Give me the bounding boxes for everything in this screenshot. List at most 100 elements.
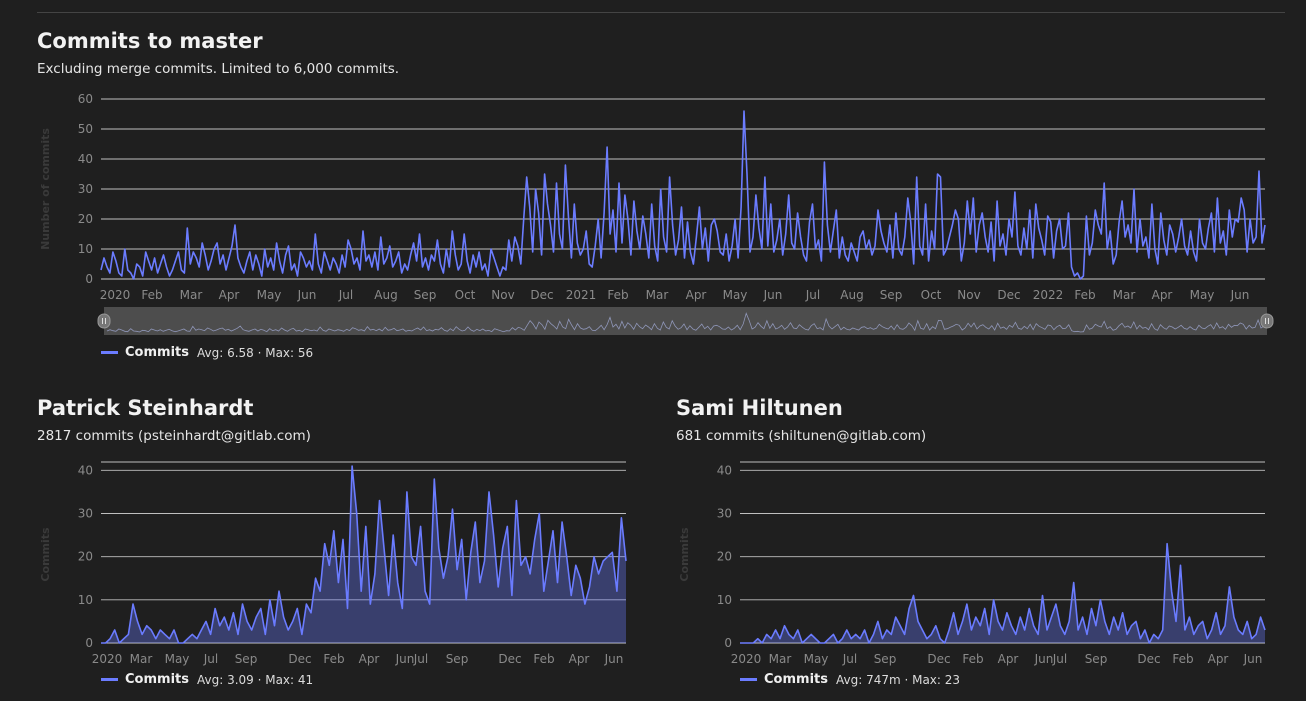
x-tick-label: Feb [607, 288, 628, 302]
x-tick-label: Apr [359, 652, 380, 666]
y-tick-label: 50 [78, 122, 93, 136]
x-tick-label: Mar [180, 288, 203, 302]
x-tick-label: May [804, 652, 829, 666]
x-tick-label: Nov [957, 288, 980, 302]
legend-stats: Avg: 3.09 · Max: 41 [196, 672, 314, 687]
top-divider [37, 12, 1285, 13]
series-area [101, 466, 626, 643]
x-tick-label: Dec [1137, 652, 1160, 666]
y-tick-label: 0 [724, 636, 732, 650]
x-tick-label: 2020 [100, 288, 131, 302]
legend-series-name: Commits [764, 672, 828, 687]
y-axis-title: Commits [678, 527, 691, 582]
series-line [101, 465, 627, 644]
handle-grip [1260, 313, 1274, 329]
x-tick-label: 2021 [566, 288, 597, 302]
x-tick-label: May [723, 288, 748, 302]
y-tick-label: 0 [85, 636, 93, 650]
x-tick-label: Apr [569, 652, 590, 666]
x-tick-label: Jul [805, 288, 820, 302]
x-tick-label: Jun [395, 652, 415, 666]
x-tick-label: Nov [491, 288, 514, 302]
series-area [740, 543, 1265, 643]
y-tick-label: 60 [78, 92, 93, 106]
x-tick-label: Dec [288, 652, 311, 666]
x-tick-label: Sep [414, 288, 437, 302]
x-tick-label: Feb [1074, 288, 1095, 302]
y-tick-label: 20 [78, 550, 93, 564]
contributor-legend[interactable]: Commits Avg: 3.09 · Max: 41 [101, 672, 313, 687]
y-tick-label: 40 [717, 463, 732, 477]
x-tick-label: Feb [1172, 652, 1193, 666]
x-tick-label: Jun [1230, 288, 1250, 302]
y-axis-title: Commits [39, 527, 52, 582]
navigator-handle[interactable] [1260, 313, 1274, 329]
contributor-name: Patrick Steinhardt [37, 396, 254, 420]
x-tick-label: Sep [880, 288, 903, 302]
series-line [100, 110, 1266, 280]
x-tick-label: Apr [1208, 652, 1229, 666]
x-tick-label: Feb [962, 652, 983, 666]
main-chart-subtitle: Excluding merge commits. Limited to 6,00… [37, 61, 400, 77]
x-tick-label: May [165, 652, 190, 666]
x-tick-label: May [1190, 288, 1215, 302]
y-tick-label: 30 [78, 506, 93, 520]
contributor-name: Sami Hiltunen [676, 396, 843, 420]
y-axis-title: Number of commits [39, 128, 52, 250]
x-tick-label: Mar [130, 652, 153, 666]
x-tick-label: Dec [997, 288, 1020, 302]
series-swatch [101, 351, 118, 354]
x-tick-label: Oct [455, 288, 476, 302]
x-tick-label: Apr [1152, 288, 1173, 302]
x-tick-label: Jul [1052, 652, 1067, 666]
x-tick-label: Feb [141, 288, 162, 302]
x-tick-label: Dec [530, 288, 553, 302]
x-tick-label: Dec [498, 652, 521, 666]
x-tick-label: Jun [1243, 652, 1263, 666]
x-tick-label: Jun [604, 652, 624, 666]
x-tick-label: Feb [323, 652, 344, 666]
x-tick-label: Mar [1113, 288, 1136, 302]
y-tick-label: 10 [717, 593, 732, 607]
x-tick-label: Apr [219, 288, 240, 302]
x-tick-label: Jul [203, 652, 218, 666]
x-tick-label: Apr [998, 652, 1019, 666]
x-tick-label: Jun [297, 288, 317, 302]
navigator-handle[interactable] [97, 313, 111, 329]
x-tick-label: Jul [413, 652, 428, 666]
x-tick-label: Sep [235, 652, 258, 666]
main-legend[interactable]: Commits Avg: 6.58 · Max: 56 [101, 345, 313, 360]
x-tick-label: Sep [1085, 652, 1108, 666]
x-tick-label: Sep [446, 652, 469, 666]
x-tick-label: Feb [533, 652, 554, 666]
x-tick-label: Dec [927, 652, 950, 666]
contributor-summary: 681 commits (shiltunen@gitlab.com) [676, 428, 927, 444]
x-tick-label: Sep [874, 652, 897, 666]
x-tick-label: May [257, 288, 282, 302]
y-tick-label: 20 [78, 212, 93, 226]
navigator-series [106, 312, 1265, 333]
x-tick-label: 2020 [731, 652, 762, 666]
x-tick-label: 2022 [1033, 288, 1064, 302]
y-tick-label: 10 [78, 242, 93, 256]
series-line [740, 542, 1266, 644]
series-swatch [101, 678, 118, 681]
y-tick-label: 40 [78, 152, 93, 166]
x-tick-label: Jul [338, 288, 353, 302]
y-tick-label: 30 [78, 182, 93, 196]
y-tick-label: 0 [85, 272, 93, 286]
series-swatch [740, 678, 757, 681]
y-tick-label: 30 [717, 506, 732, 520]
contributor-summary: 2817 commits (psteinhardt@gitlab.com) [37, 428, 311, 444]
main-chart-title: Commits to master [37, 29, 263, 53]
x-tick-label: Oct [921, 288, 942, 302]
x-tick-label: Aug [840, 288, 863, 302]
x-tick-label: Mar [769, 652, 792, 666]
y-tick-label: 20 [717, 550, 732, 564]
x-tick-label: Jul [842, 652, 857, 666]
contributor-legend[interactable]: Commits Avg: 747m · Max: 23 [740, 672, 960, 687]
legend-series-name: Commits [125, 345, 189, 360]
handle-grip [97, 313, 111, 329]
y-tick-label: 40 [78, 463, 93, 477]
